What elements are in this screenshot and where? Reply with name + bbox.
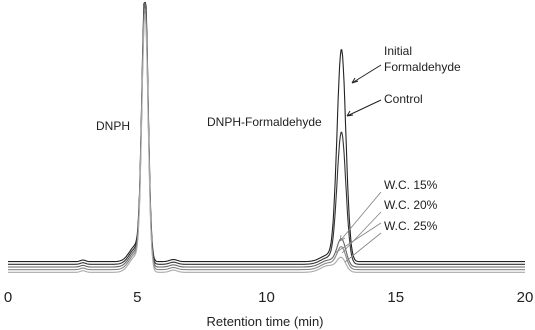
series-line-2 bbox=[8, 2, 525, 268]
chromatogram-traces bbox=[8, 2, 525, 273]
arrow-control bbox=[346, 99, 382, 117]
x-tick-label-1: 5 bbox=[133, 289, 141, 306]
annotation-wc-20: W.C. 20% bbox=[384, 198, 438, 212]
x-axis-ticks: 0 5 10 15 20 bbox=[4, 289, 534, 306]
arrow-wc-15 bbox=[339, 191, 382, 242]
series-line-3 bbox=[8, 8, 525, 271]
annotation-formaldehyde: Formaldehyde bbox=[384, 60, 461, 74]
arrow-wc-extra bbox=[334, 222, 382, 254]
arrow-initial-formaldehyde bbox=[351, 64, 382, 84]
x-axis-title: Retention time (min) bbox=[206, 314, 323, 329]
x-tick-label-3: 15 bbox=[387, 289, 404, 306]
arrow-wc-25 bbox=[344, 232, 382, 263]
x-tick-label-4: 20 bbox=[517, 289, 534, 306]
annotation-control: Control bbox=[384, 92, 423, 106]
series-line-0 bbox=[8, 2, 525, 263]
series-line-1 bbox=[8, 2, 525, 265]
x-tick-label-2: 10 bbox=[258, 289, 275, 306]
annotation-dnph: DNPH bbox=[96, 119, 130, 133]
arrow-wc-20 bbox=[341, 211, 382, 254]
annotation-wc-15: W.C. 15% bbox=[384, 178, 438, 192]
annotation-initial: Initial bbox=[384, 44, 412, 58]
series-line-4 bbox=[8, 13, 525, 273]
annotation-dnph-formaldehyde: DNPH-Formaldehyde bbox=[207, 115, 322, 129]
annotation-wc-25: W.C. 25% bbox=[384, 219, 438, 233]
x-tick-label-0: 0 bbox=[4, 289, 12, 306]
